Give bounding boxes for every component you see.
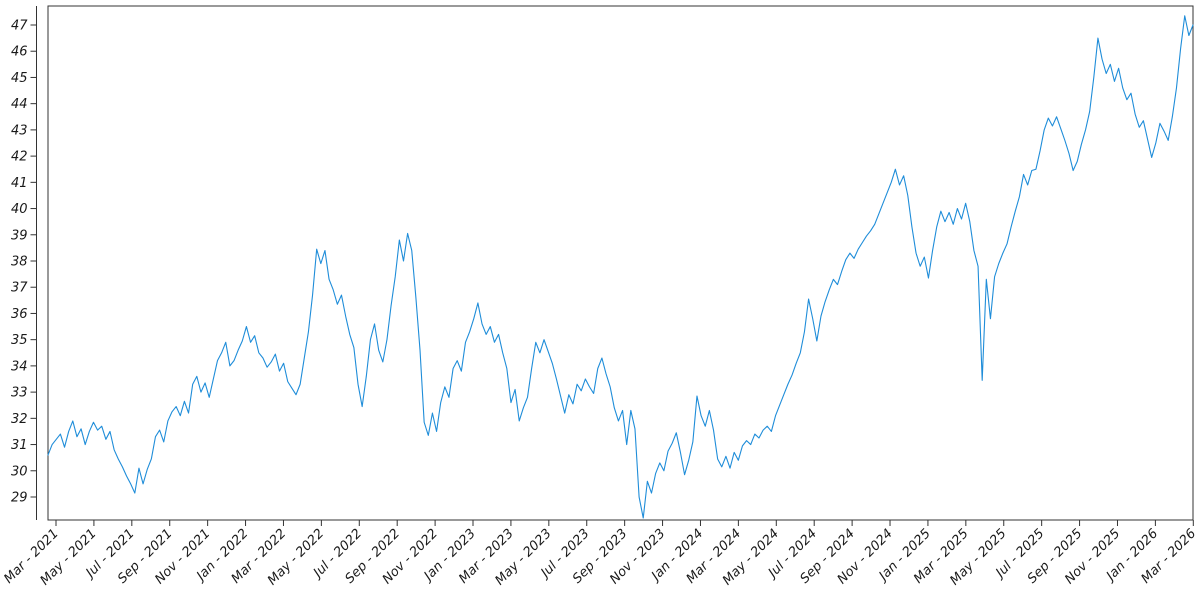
y-tick-label: 29 bbox=[11, 490, 28, 505]
y-tick-label: 36 bbox=[11, 307, 28, 322]
y-tick-label: 46 bbox=[11, 45, 28, 60]
y-tick-label: 47 bbox=[11, 19, 28, 34]
price-line-series bbox=[47, 15, 1194, 519]
y-tick-label: 31 bbox=[11, 438, 28, 453]
y-tick-label: 32 bbox=[11, 412, 28, 427]
y-tick-label: 39 bbox=[11, 228, 28, 243]
y-tick-label: 42 bbox=[11, 150, 28, 165]
y-tick-label: 45 bbox=[11, 71, 28, 86]
plot-border bbox=[47, 5, 1194, 521]
y-tick-label: 40 bbox=[11, 202, 28, 217]
y-tick-label: 41 bbox=[11, 176, 28, 191]
y-tick-label: 34 bbox=[11, 359, 28, 374]
y-tick-label: 35 bbox=[11, 333, 28, 348]
y-tick-label: 43 bbox=[11, 123, 28, 138]
y-tick-label: 38 bbox=[11, 254, 28, 269]
y-tick-label: 30 bbox=[11, 464, 28, 479]
y-tick-label: 44 bbox=[11, 97, 28, 112]
y-tick-label: 37 bbox=[11, 281, 28, 296]
y-axis: 29 30 31 32 33 34 35 36 37 38 39 40 41 42 43 44 45 46 47 bbox=[11, 6, 37, 520]
y-tick-label: 33 bbox=[11, 386, 28, 401]
